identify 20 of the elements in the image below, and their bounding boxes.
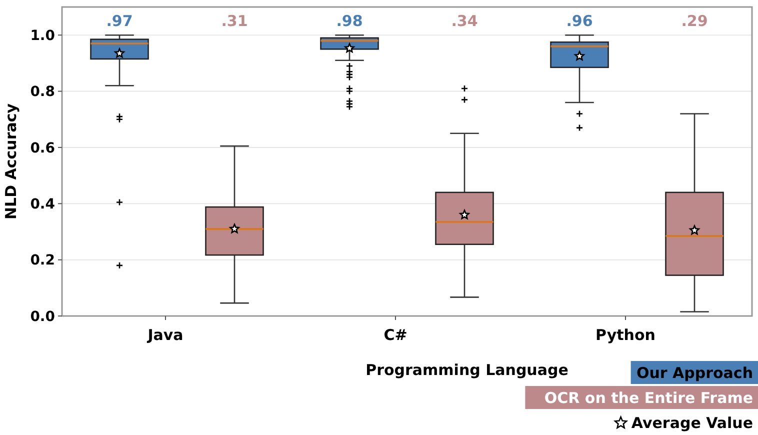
y-axis-title: NLD Accuracy (2, 103, 20, 220)
x-axis-title: Programming Language (366, 361, 568, 379)
x-tick-label: C# (384, 326, 408, 344)
text: OCR on the Entire Frame (544, 389, 753, 407)
text: .29 (681, 12, 708, 30)
text: .31 (221, 12, 248, 30)
y-tick-label: 0.2 (30, 252, 55, 269)
text: .96 (566, 12, 593, 30)
text: .97 (106, 12, 133, 30)
y-tick-label: 1.0 (30, 28, 56, 44)
y-tick-label: 0.6 (30, 140, 55, 156)
y-tick-label: 0.8 (30, 84, 55, 100)
x-tick-label: Java (146, 326, 184, 344)
y-tick-label: 0.0 (30, 308, 56, 325)
text: .34 (451, 12, 478, 30)
x-tick-label: Python (596, 326, 656, 344)
y-tick-label: 0.4 (30, 196, 56, 213)
text: Average Value (631, 414, 753, 432)
text: .98 (336, 12, 363, 30)
text: Our Approach (636, 364, 753, 382)
